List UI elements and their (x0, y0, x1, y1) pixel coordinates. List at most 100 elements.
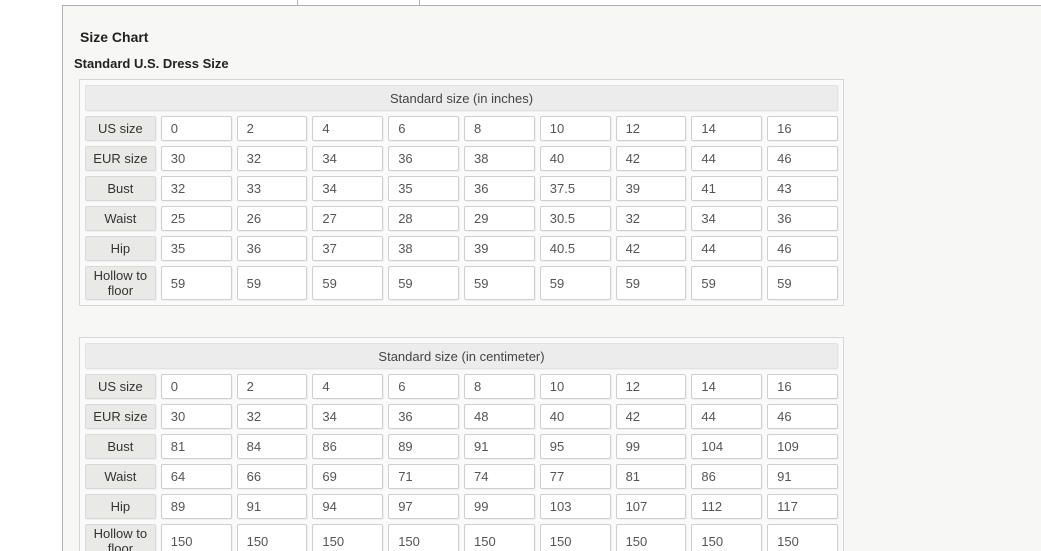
size-value-cell: 36 (463, 176, 535, 201)
size-value-cell: 74 (463, 464, 535, 489)
size-value-cell: 34 (312, 146, 384, 171)
size-value-cell: 150 (236, 524, 308, 551)
size-value-cell: 59 (388, 266, 459, 300)
size-value-cell: 59 (767, 266, 838, 300)
size-value-cell: 33 (236, 176, 308, 201)
size-value-cell: 117 (767, 494, 838, 519)
size-value-cell: 69 (312, 464, 384, 489)
row-label: Waist (85, 464, 156, 489)
row-label: US size (85, 374, 156, 399)
size-value-cell: 38 (388, 236, 459, 261)
size-value-cell: 28 (388, 206, 459, 231)
size-value-cell: 4 (312, 374, 384, 399)
size-value-cell: 48 (463, 404, 535, 429)
size-value-cell: 8 (463, 116, 535, 141)
size-value-cell: 32 (236, 404, 308, 429)
size-value-cell: 29 (463, 206, 535, 231)
size-value-cell: 150 (160, 524, 232, 551)
table-header-row: Standard size (in inches) (85, 85, 838, 111)
size-value-cell: 86 (691, 464, 763, 489)
size-value-cell: 112 (691, 494, 763, 519)
size-value-cell: 30 (160, 404, 232, 429)
size-value-cell: 97 (388, 494, 459, 519)
size-value-cell: 36 (767, 206, 838, 231)
size-value-cell: 10 (539, 116, 611, 141)
size-value-cell: 32 (236, 146, 308, 171)
table-row: Hip 35 36 37 38 39 40.5 42 44 46 (85, 236, 838, 261)
size-value-cell: 40 (539, 146, 611, 171)
table-row: Waist 64 66 69 71 74 77 81 86 91 (85, 464, 838, 489)
tab-divider-icon (419, 0, 420, 5)
size-value-cell: 6 (388, 116, 459, 141)
size-value-cell: 16 (767, 374, 838, 399)
row-label: Bust (85, 176, 156, 201)
size-value-cell: 41 (691, 176, 763, 201)
size-value-cell: 4 (312, 116, 384, 141)
size-value-cell: 37.5 (539, 176, 611, 201)
size-value-cell: 0 (160, 116, 232, 141)
row-label: EUR size (85, 146, 156, 171)
size-value-cell: 39 (463, 236, 535, 261)
size-value-cell: 30.5 (539, 206, 611, 231)
size-value-cell: 95 (539, 434, 611, 459)
size-value-cell: 59 (160, 266, 232, 300)
table-header: Standard size (in inches) (85, 85, 838, 111)
table-row: Hollow to floor 59 59 59 59 59 59 59 59 59 (85, 266, 838, 300)
size-value-cell: 59 (615, 266, 687, 300)
tab-divider-icon (297, 0, 298, 5)
size-value-cell: 32 (615, 206, 687, 231)
size-value-cell: 109 (767, 434, 838, 459)
table-row: Hip 89 91 94 97 99 103 107 112 117 (85, 494, 838, 519)
size-value-cell: 39 (615, 176, 687, 201)
size-value-cell: 10 (539, 374, 611, 399)
size-value-cell: 35 (160, 236, 232, 261)
size-value-cell: 59 (691, 266, 763, 300)
size-value-cell: 34 (312, 404, 384, 429)
table-header-row: Standard size (in centimeter) (85, 343, 838, 369)
size-value-cell: 2 (236, 374, 308, 399)
table-row: EUR size 30 32 34 36 48 40 42 44 46 (85, 404, 838, 429)
size-value-cell: 66 (236, 464, 308, 489)
size-value-cell: 36 (236, 236, 308, 261)
table-row: US size 0 2 4 6 8 10 12 14 16 (85, 116, 838, 141)
size-value-cell: 44 (691, 146, 763, 171)
row-label: US size (85, 116, 156, 141)
table-row: Bust 81 84 86 89 91 95 99 104 109 (85, 434, 838, 459)
size-value-cell: 84 (236, 434, 308, 459)
size-value-cell: 35 (388, 176, 459, 201)
size-value-cell: 42 (615, 236, 687, 261)
row-label: Hollow to floor (85, 266, 156, 300)
size-value-cell: 99 (615, 434, 687, 459)
size-value-cell: 46 (767, 404, 838, 429)
size-value-cell: 44 (691, 236, 763, 261)
size-value-cell: 81 (615, 464, 687, 489)
size-value-cell: 6 (388, 374, 459, 399)
row-label: Hollow to floor (85, 524, 156, 551)
size-value-cell: 36 (388, 404, 459, 429)
row-label: Bust (85, 434, 156, 459)
size-value-cell: 14 (691, 116, 763, 141)
size-value-cell: 103 (539, 494, 611, 519)
size-value-cell: 40 (539, 404, 611, 429)
size-table-centimeter: Standard size (in centimeter) US size 0 2 4… (79, 337, 844, 551)
row-label: EUR size (85, 404, 156, 429)
size-value-cell: 91 (463, 434, 535, 459)
size-value-cell: 32 (160, 176, 232, 201)
size-value-cell: 27 (312, 206, 384, 231)
size-value-cell: 150 (312, 524, 384, 551)
row-label: Waist (85, 206, 156, 231)
table-row: EUR size 30 32 34 36 38 40 42 44 46 (85, 146, 838, 171)
size-value-cell: 77 (539, 464, 611, 489)
table-row: Waist 25 26 27 28 29 30.5 32 34 36 (85, 206, 838, 231)
size-value-cell: 150 (767, 524, 838, 551)
section-subtitle: Standard U.S. Dress Size (74, 56, 229, 71)
size-value-cell: 150 (388, 524, 459, 551)
size-value-cell: 59 (312, 266, 384, 300)
size-value-cell: 42 (615, 404, 687, 429)
table-row: Hollow to floor 150 150 150 150 150 150 150 150 1… (85, 524, 838, 551)
size-value-cell: 91 (236, 494, 308, 519)
size-value-cell: 34 (691, 206, 763, 231)
table-row: Bust 32 33 34 35 36 37.5 39 41 43 (85, 176, 838, 201)
size-value-cell: 38 (463, 146, 535, 171)
size-value-cell: 81 (160, 434, 232, 459)
